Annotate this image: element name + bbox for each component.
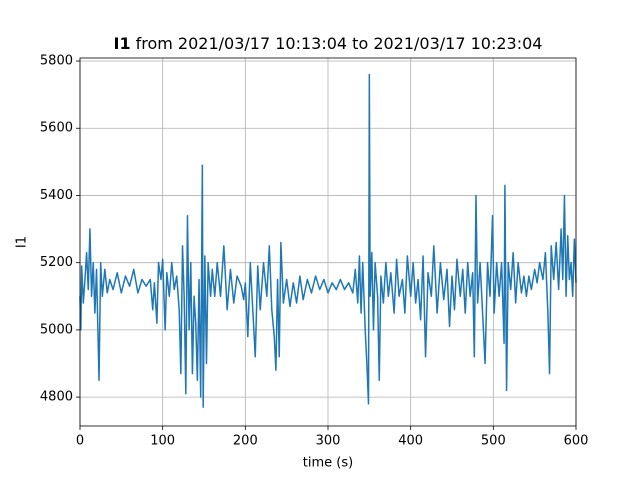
x-tick-label: 200 xyxy=(233,434,258,449)
y-tick-label: 5000 xyxy=(40,322,73,337)
y-tick-label: 5600 xyxy=(40,121,73,136)
y-tick-label: 5200 xyxy=(40,255,73,270)
x-tick-label: 500 xyxy=(481,434,506,449)
y-tick-label: 5800 xyxy=(40,54,73,69)
x-tick-label: 100 xyxy=(150,434,175,449)
title-bold: I1 xyxy=(114,34,131,53)
y-axis-label: I1 xyxy=(15,236,30,248)
chart-title: I1 from 2021/03/17 10:13:04 to 2021/03/17… xyxy=(114,34,543,53)
y-tick-label: 5400 xyxy=(40,188,73,203)
x-tick-label: 300 xyxy=(316,434,341,449)
x-tick-label: 0 xyxy=(76,434,84,449)
title-rest: from 2021/03/17 10:13:04 to 2021/03/17 1… xyxy=(136,34,543,53)
data-line xyxy=(79,73,577,408)
x-tick-label: 600 xyxy=(564,434,589,449)
plot-frame xyxy=(79,57,577,427)
x-tick-label: 400 xyxy=(398,434,423,449)
y-tick-label: 4800 xyxy=(40,390,73,405)
x-axis-label: time (s) xyxy=(303,456,353,471)
